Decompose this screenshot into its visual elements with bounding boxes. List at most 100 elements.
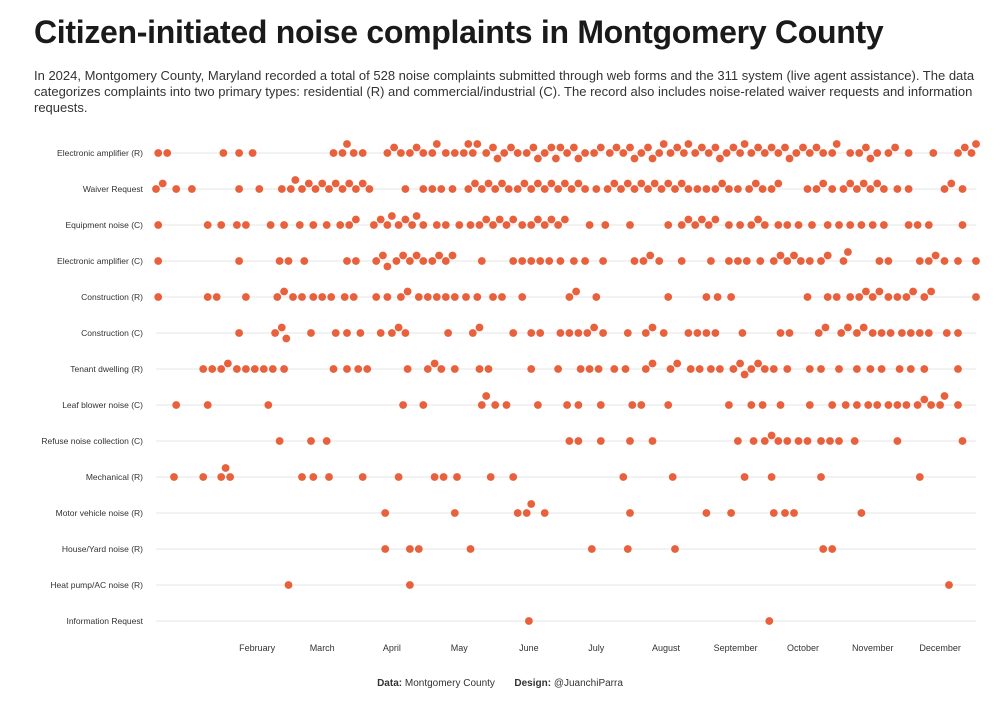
complaint-dot xyxy=(309,221,318,229)
complaint-dot xyxy=(307,329,315,337)
complaint-dot xyxy=(740,140,749,148)
complaint-dot xyxy=(794,437,803,445)
complaint-dot xyxy=(713,293,722,301)
chart-caption: Data: Montgomery County Design: @Juanchi… xyxy=(0,678,1000,689)
complaint-dot xyxy=(729,365,738,373)
complaint-dot xyxy=(936,401,944,409)
complaint-dot xyxy=(846,293,855,301)
category-label: Tenant dwelling (R) xyxy=(70,364,143,374)
complaint-dot xyxy=(857,221,866,229)
complaint-dot xyxy=(388,329,396,337)
complaint-dot xyxy=(828,149,837,157)
complaint-dot xyxy=(774,149,783,157)
complaint-dot xyxy=(459,149,468,157)
complaint-dot xyxy=(343,365,351,373)
complaint-dot xyxy=(906,365,915,373)
complaint-dot xyxy=(805,257,814,265)
complaint-dot xyxy=(695,365,704,373)
complaint-dot xyxy=(498,179,506,188)
complaint-dot xyxy=(154,293,163,301)
complaint-dot xyxy=(248,149,257,157)
complaint-dot xyxy=(464,185,473,193)
complaint-dot xyxy=(668,473,677,481)
complaint-dot xyxy=(419,149,428,157)
complaint-dot xyxy=(776,401,785,409)
complaint-dot xyxy=(518,257,527,265)
complaint-dot xyxy=(760,221,769,229)
complaint-dot xyxy=(783,365,792,373)
complaint-dot xyxy=(812,185,821,193)
complaint-dot xyxy=(904,149,913,157)
month-tick-label: June xyxy=(519,643,539,653)
complaint-dot xyxy=(450,365,459,373)
complaint-dot xyxy=(909,287,917,296)
complaint-dot xyxy=(684,329,693,337)
complaint-dot xyxy=(884,149,893,157)
complaint-dot xyxy=(626,221,634,229)
complaint-dot xyxy=(835,437,843,445)
complaint-dot xyxy=(172,185,181,193)
complaint-dot xyxy=(354,365,363,373)
complaint-dot xyxy=(255,185,264,193)
complaint-dot xyxy=(394,323,403,332)
complaint-dot xyxy=(406,581,414,589)
complaint-dot xyxy=(920,293,929,301)
complaint-dot xyxy=(522,509,531,517)
complaint-dot xyxy=(760,149,769,157)
complaint-dot xyxy=(877,365,886,373)
month-axis: February March April May June July August Septe… xyxy=(239,643,961,653)
complaint-dot xyxy=(441,221,450,229)
complaint-dot xyxy=(754,359,762,368)
complaint-dot xyxy=(868,329,877,337)
complaint-dot xyxy=(942,329,951,337)
complaint-dot xyxy=(664,293,673,301)
complaint-dot xyxy=(570,143,578,152)
complaint-dot xyxy=(547,179,556,188)
complaint-dot xyxy=(655,257,664,265)
complaint-dot xyxy=(803,293,812,301)
complaint-dot xyxy=(489,293,497,301)
complaint-dot xyxy=(570,257,578,265)
complaint-dot xyxy=(534,401,542,409)
complaint-dot xyxy=(298,185,306,193)
complaint-dot xyxy=(563,149,571,157)
complaint-dot xyxy=(408,221,416,229)
complaint-dot xyxy=(554,221,562,229)
complaint-dot xyxy=(358,179,367,188)
complaint-dot xyxy=(648,437,657,445)
complaint-dot xyxy=(873,179,882,188)
complaint-dot xyxy=(805,401,814,409)
complaint-dot xyxy=(684,140,693,148)
complaint-dot xyxy=(484,179,493,188)
category-label: Information Request xyxy=(66,616,143,626)
complaint-dot xyxy=(419,257,428,265)
complaint-dot xyxy=(545,257,554,265)
complaint-dot xyxy=(776,329,785,337)
complaint-dot xyxy=(352,215,360,224)
complaint-dot xyxy=(540,221,549,229)
complaint-dot xyxy=(464,140,473,148)
complaint-dot xyxy=(534,179,542,188)
caption-design-value: @JuanchiParra xyxy=(553,678,623,689)
complaint-dot xyxy=(880,221,888,229)
category-label: Motor vehicle noise (R) xyxy=(56,508,144,518)
complaint-dot xyxy=(839,185,848,193)
complaint-dot xyxy=(704,221,713,229)
complaint-dot xyxy=(666,149,675,157)
complaint-dot xyxy=(493,154,502,163)
complaint-dot xyxy=(358,149,367,157)
complaint-dot xyxy=(235,329,244,337)
complaint-dot xyxy=(884,257,893,265)
complaint-dot xyxy=(540,509,549,517)
complaint-dot xyxy=(736,221,744,229)
complaint-dot xyxy=(154,149,163,157)
complaint-dot xyxy=(736,359,744,368)
complaint-dot xyxy=(309,473,318,481)
complaint-dot xyxy=(859,323,868,332)
complaint-dot xyxy=(684,185,693,193)
complaint-dot xyxy=(754,215,762,224)
complaint-dot xyxy=(734,437,742,445)
complaint-dot xyxy=(172,401,181,409)
complaint-dot xyxy=(596,437,605,445)
